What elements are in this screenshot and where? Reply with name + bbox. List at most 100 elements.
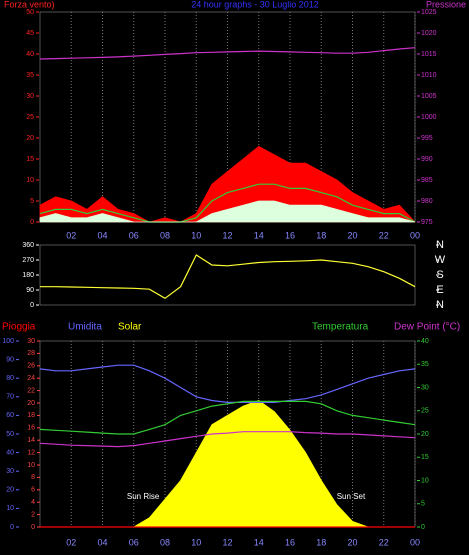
x-tick-label: 12 <box>222 230 232 240</box>
y-tick-label: 26 <box>27 363 35 370</box>
y-tick-label: 0 <box>30 219 34 226</box>
y-tick-label: 20 <box>26 135 34 142</box>
y-tick-label: 980 <box>421 198 433 205</box>
y-tick-label: N <box>436 239 444 251</box>
y-tick-label: 35 <box>421 361 429 368</box>
line <box>39 183 416 223</box>
y-tick-label: 40 <box>6 449 14 456</box>
y-tick-label: 50 <box>6 431 14 438</box>
y-tick-label: N <box>436 299 444 311</box>
y-tick-label: 12 <box>27 449 35 456</box>
x-tick-label: 10 <box>191 537 201 547</box>
y-tick-label: 0 <box>30 302 34 309</box>
annotation: Sun Set <box>337 492 366 501</box>
x-tick-label: 16 <box>285 537 295 547</box>
y-tick-label: 15 <box>421 454 429 461</box>
chart-title: 24 hour graphs - 30 Luglio 2012 <box>191 0 319 9</box>
y-tick-label: 975 <box>421 219 433 226</box>
y-tick-label: 60 <box>6 412 14 419</box>
y-tick-label: 270 <box>22 257 34 264</box>
y-tick-label: 24 <box>27 375 35 382</box>
x-tick-label: 20 <box>347 537 357 547</box>
y-tick-label: 30 <box>6 468 14 475</box>
area <box>39 145 416 223</box>
y-tick-label: 4 <box>31 499 35 506</box>
y-tick-label: 10 <box>26 177 34 184</box>
x-tick-label: 14 <box>254 230 264 240</box>
y-tick-label: 360 <box>22 242 34 249</box>
legend-label: Temperatura <box>312 322 369 333</box>
x-tick-label: 08 <box>160 230 170 240</box>
line <box>39 364 416 403</box>
y-tick-label: 1015 <box>421 51 437 58</box>
y-tick-label: 10 <box>421 477 429 484</box>
y-tick-label: 8 <box>31 474 35 481</box>
y-tick-label: 0 <box>421 524 425 531</box>
y-tick-label: 40 <box>421 338 429 345</box>
y-tick-label: 25 <box>421 408 429 415</box>
line <box>39 400 416 435</box>
y-tick-label: 2 <box>31 511 35 518</box>
y-tick-label: 90 <box>26 287 34 294</box>
y-tick-label: 995 <box>421 135 433 142</box>
y-tick-label: 70 <box>6 394 14 401</box>
y-tick-label: E <box>436 284 443 296</box>
y-tick-label: 35 <box>26 72 34 79</box>
y-tick-label: 180 <box>22 272 34 279</box>
y-tick-label: 6 <box>31 487 35 494</box>
line <box>39 47 416 60</box>
y-tick-label: 1000 <box>421 114 437 121</box>
x-tick-label: 20 <box>347 230 357 240</box>
x-tick-label: 18 <box>316 230 326 240</box>
y-tick-label: 20 <box>421 431 429 438</box>
legend-label: Pioggia <box>2 322 36 333</box>
y-tick-label: 5 <box>30 198 34 205</box>
y-tick-label: 30 <box>421 384 429 391</box>
x-tick-label: 22 <box>379 230 389 240</box>
y-tick-label: 0 <box>10 524 14 531</box>
y-tick-label: 90 <box>6 356 14 363</box>
x-tick-label: 18 <box>316 537 326 547</box>
y2-axis-label: Pressione <box>426 0 466 9</box>
x-tick-label: 02 <box>66 537 76 547</box>
y-tick-label: 1025 <box>421 9 437 16</box>
x-tick-label: 06 <box>129 230 139 240</box>
y-tick-label: 40 <box>26 51 34 58</box>
y-tick-label: 15 <box>26 156 34 163</box>
y-tick-label: 5 <box>421 501 425 508</box>
x-tick-label: 22 <box>379 537 389 547</box>
y-tick-label: 80 <box>6 375 14 382</box>
x-tick-label: 12 <box>222 537 232 547</box>
y-tick-label: 25 <box>26 114 34 121</box>
y-tick-label: 1020 <box>421 30 437 37</box>
y-tick-label: 28 <box>27 350 35 357</box>
y-tick-label: 14 <box>27 437 35 444</box>
legend-label: Dew Point (°C) <box>394 322 460 333</box>
y-tick-label: 45 <box>26 30 34 37</box>
y-tick-label: S <box>436 269 443 281</box>
y-tick-label: 20 <box>6 487 14 494</box>
y-tick-label: 990 <box>421 156 433 163</box>
line <box>39 431 416 448</box>
x-tick-label: 00 <box>410 537 420 547</box>
plot-frame <box>39 244 416 306</box>
y-tick-label: 30 <box>27 338 35 345</box>
y-tick-label: 16 <box>27 425 35 432</box>
y-tick-label: 30 <box>26 93 34 100</box>
y-tick-label: 1010 <box>421 72 437 79</box>
annotation: Sun Rise <box>127 492 160 501</box>
y-tick-label: 0 <box>31 524 35 531</box>
area <box>39 200 416 223</box>
x-tick-label: 06 <box>129 537 139 547</box>
x-tick-label: 08 <box>160 537 170 547</box>
x-tick-label: 04 <box>97 230 107 240</box>
y-tick-label: 18 <box>27 412 35 419</box>
x-tick-label: 04 <box>97 537 107 547</box>
legend-label: Solar <box>118 322 142 333</box>
y-tick-label: 1005 <box>421 93 437 100</box>
y-tick-label: 50 <box>26 9 34 16</box>
y-tick-label: 10 <box>6 505 14 512</box>
y-tick-label: 20 <box>27 400 35 407</box>
y-tick-label: 10 <box>27 462 35 469</box>
